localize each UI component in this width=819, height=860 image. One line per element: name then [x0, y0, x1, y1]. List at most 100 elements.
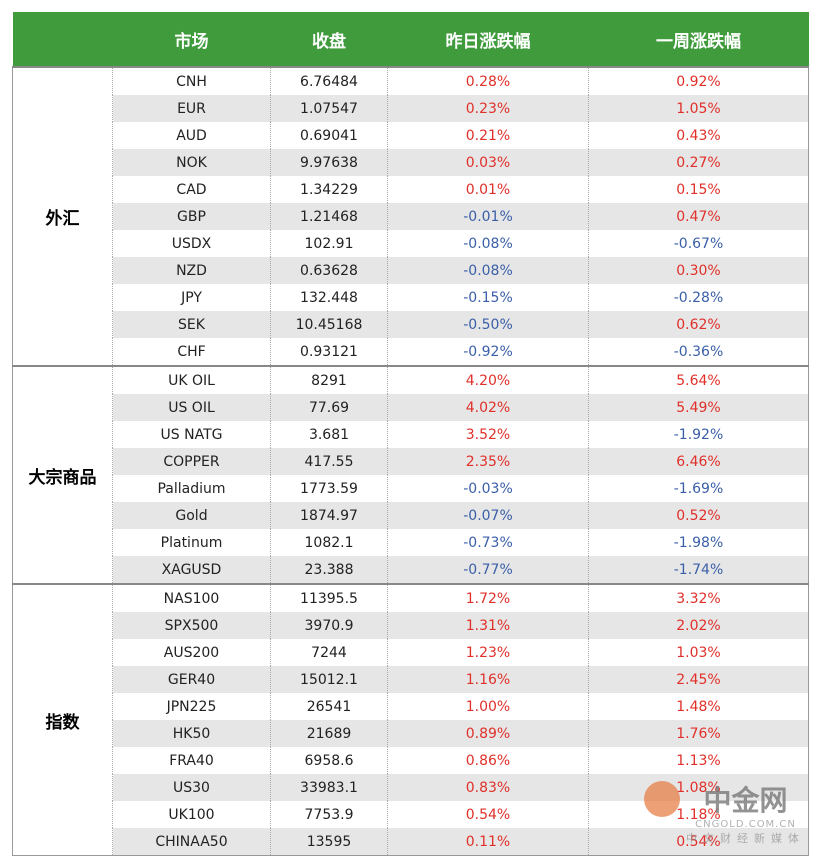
daily-change-cell: -0.01%: [387, 203, 589, 230]
weekly-change-cell: 1.76%: [588, 720, 809, 747]
header-cell: [12, 12, 113, 67]
watermark-logo: 中金网: [703, 784, 788, 817]
market-cell: GBP: [112, 203, 271, 230]
table-row: JPN225 26541 1.00% 1.48%: [13, 693, 809, 720]
market-cell: CHINAA50: [112, 828, 271, 856]
close-cell: 8291: [270, 365, 388, 394]
weekly-change-cell: 0.92%: [588, 66, 809, 95]
weekly-change-cell: -1.69%: [588, 475, 809, 502]
watermark: 中金网 CNGOLD.COM.CN 中文财经新媒体: [644, 779, 805, 846]
daily-change-cell: 2.35%: [387, 448, 589, 475]
daily-change-cell: 4.02%: [387, 394, 589, 421]
table-row: SPX500 3970.9 1.31% 2.02%: [13, 612, 809, 639]
close-cell: 1.21468: [270, 203, 388, 230]
header-cell: 收盘: [270, 12, 388, 67]
market-cell: USDX: [112, 230, 271, 257]
close-cell: 1.34229: [270, 176, 388, 203]
group-label: 大宗商品: [12, 365, 113, 584]
weekly-change-cell: 0.52%: [588, 502, 809, 529]
close-cell: 13595: [270, 828, 388, 856]
close-cell: 0.93121: [270, 338, 388, 366]
daily-change-cell: 3.52%: [387, 421, 589, 448]
daily-change-cell: 0.21%: [387, 122, 589, 149]
market-cell: Palladium: [112, 475, 271, 502]
daily-change-cell: 1.31%: [387, 612, 589, 639]
header-cell: 昨日涨跌幅: [387, 12, 589, 67]
market-cell: NAS100: [112, 583, 271, 612]
weekly-change-cell: 1.08%: [588, 774, 809, 801]
daily-change-cell: 0.11%: [387, 828, 589, 856]
table-row: US OIL 77.69 4.02% 5.49%: [13, 394, 809, 421]
close-cell: 7244: [270, 639, 388, 666]
close-cell: 1082.1: [270, 529, 388, 556]
daily-change-cell: 0.23%: [387, 95, 589, 122]
weekly-change-cell: 0.27%: [588, 149, 809, 176]
watermark-url: CNGOLD.COM.CN: [695, 819, 796, 830]
weekly-change-cell: -0.36%: [588, 338, 809, 366]
daily-change-cell: -0.03%: [387, 475, 589, 502]
weekly-change-cell: 2.45%: [588, 666, 809, 693]
close-cell: 102.91: [270, 230, 388, 257]
table-row: 外汇 CNH 6.76484 0.28% 0.92%: [12, 66, 809, 366]
market-cell: UK100: [112, 801, 271, 828]
table-row: Gold 1874.97 -0.07% 0.52%: [13, 502, 809, 529]
table-row: NZD 0.63628 -0.08% 0.30%: [13, 257, 809, 284]
weekly-change-cell: 1.05%: [588, 95, 809, 122]
market-cell: CNH: [112, 66, 271, 95]
table-row: JPY 132.448 -0.15% -0.28%: [13, 284, 809, 311]
header-row: 市场 收盘 昨日涨跌幅 一周涨跌幅: [12, 12, 809, 67]
market-cell: AUS200: [112, 639, 271, 666]
watermark-icon: [644, 781, 680, 817]
close-cell: 21689: [270, 720, 388, 747]
market-cell: UK OIL: [112, 365, 271, 394]
market-cell: COPPER: [112, 448, 271, 475]
daily-change-cell: -0.15%: [387, 284, 589, 311]
daily-change-cell: 0.89%: [387, 720, 589, 747]
market-cell: US NATG: [112, 421, 271, 448]
table-row: US30 33983.1 0.83% 1.08%: [13, 774, 809, 801]
daily-change-cell: 0.28%: [387, 66, 589, 95]
table-body: 外汇 CNH 6.76484 0.28% 0.92% EUR 1.07547 0.23% 1.0…: [12, 66, 809, 856]
market-cell: CAD: [112, 176, 271, 203]
weekly-change-cell: 0.54%: [588, 828, 809, 856]
close-cell: 1.07547: [270, 95, 388, 122]
market-cell: JPN225: [112, 693, 271, 720]
close-cell: 7753.9: [270, 801, 388, 828]
table-row: COPPER 417.55 2.35% 6.46%: [13, 448, 809, 475]
weekly-change-cell: 1.03%: [588, 639, 809, 666]
market-cell: EUR: [112, 95, 271, 122]
market-cell: JPY: [112, 284, 271, 311]
close-cell: 77.69: [270, 394, 388, 421]
table-row: NOK 9.97638 0.03% 0.27%: [13, 149, 809, 176]
weekly-change-cell: -1.92%: [588, 421, 809, 448]
daily-change-cell: 0.03%: [387, 149, 589, 176]
close-cell: 132.448: [270, 284, 388, 311]
header-cell: 市场: [112, 12, 271, 67]
table-row: 大宗商品 UK OIL 8291 4.20% 5.64%: [12, 365, 809, 584]
weekly-change-cell: 2.02%: [588, 612, 809, 639]
weekly-change-cell: 0.30%: [588, 257, 809, 284]
table-row: FRA40 6958.6 0.86% 1.13%: [13, 747, 809, 774]
daily-change-cell: 0.54%: [387, 801, 589, 828]
weekly-change-cell: -1.98%: [588, 529, 809, 556]
market-cell: SPX500: [112, 612, 271, 639]
table-row: Palladium 1773.59 -0.03% -1.69%: [13, 475, 809, 502]
daily-change-cell: -0.08%: [387, 230, 589, 257]
weekly-change-cell: 1.18%: [588, 801, 809, 828]
close-cell: 1773.59: [270, 475, 388, 502]
close-cell: 9.97638: [270, 149, 388, 176]
close-cell: 0.63628: [270, 257, 388, 284]
table-row: UK100 7753.9 0.54% 1.18%: [13, 801, 809, 828]
weekly-change-cell: 0.47%: [588, 203, 809, 230]
weekly-change-cell: 6.46%: [588, 448, 809, 475]
close-cell: 23.388: [270, 556, 388, 584]
daily-change-cell: 1.00%: [387, 693, 589, 720]
market-cell: Gold: [112, 502, 271, 529]
market-cell: HK50: [112, 720, 271, 747]
table-row: USDX 102.91 -0.08% -0.67%: [13, 230, 809, 257]
market-cell: SEK: [112, 311, 271, 338]
close-cell: 3.681: [270, 421, 388, 448]
close-cell: 6.76484: [270, 66, 388, 95]
daily-change-cell: 1.16%: [387, 666, 589, 693]
